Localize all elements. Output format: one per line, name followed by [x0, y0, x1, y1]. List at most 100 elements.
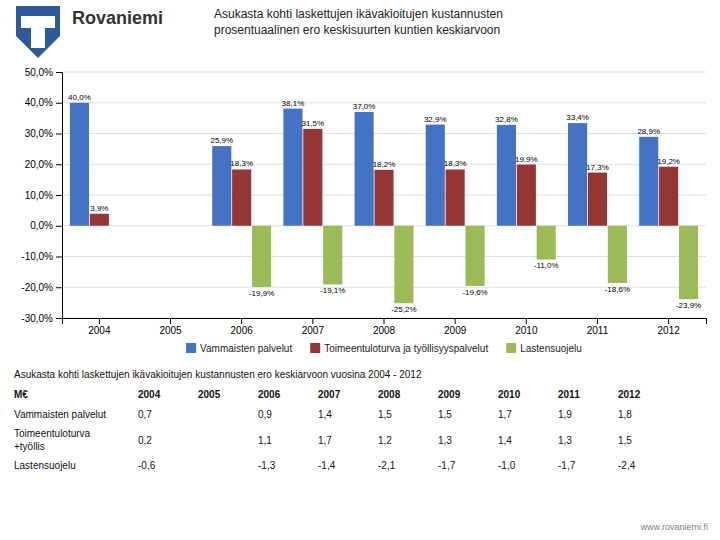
data-label: -19,6% — [462, 288, 487, 297]
table-header: 2004 — [138, 389, 161, 400]
data-label: 38,1% — [282, 99, 305, 108]
x-axis-line — [63, 319, 707, 325]
table-cell: 1,5 — [618, 435, 632, 446]
bar — [497, 125, 516, 226]
y-tick: -30,0% — [21, 313, 62, 324]
data-label: -25,2% — [391, 305, 416, 314]
x-tick-mark — [312, 318, 313, 324]
bar — [426, 125, 445, 226]
data-label: 37,0% — [353, 102, 376, 111]
table-header: 2009 — [438, 389, 461, 400]
table-cell: 1,5 — [378, 409, 392, 420]
y-tick: 30,0% — [25, 128, 62, 139]
bar — [537, 226, 556, 260]
y-tick: -20,0% — [21, 282, 62, 293]
legend-item: Vammaisten palvelut — [186, 343, 292, 354]
legend-swatch — [186, 343, 196, 353]
bar — [639, 137, 658, 226]
y-tick-label: 10,0% — [25, 190, 53, 201]
bar — [303, 129, 322, 226]
table-row-label: +työllis — [14, 441, 45, 452]
data-label: 18,2% — [373, 160, 396, 169]
x-tick-mark — [668, 318, 669, 324]
bar — [568, 123, 587, 226]
bar — [446, 169, 465, 225]
legend-label: Lastensuojelu — [520, 343, 582, 354]
y-tick-label: 40,0% — [25, 97, 53, 108]
logo-shield — [16, 6, 60, 58]
x-tick-label: 2006 — [231, 325, 254, 336]
y-axis: -30,0% -20,0% -10,0% 0,0% 10,0% 20,0% 30,0% 40,… — [21, 67, 62, 324]
y-tick-label: 20,0% — [25, 159, 53, 170]
logo-text: Rovaniemi — [72, 8, 163, 28]
grid-line — [62, 133, 706, 134]
data-label: 31,5% — [301, 119, 324, 128]
legend-item: Toimeentuloturva ja työllisyyspalvelut — [310, 343, 488, 354]
x-tick: 2005 — [159, 318, 182, 336]
bars — [70, 103, 698, 303]
x-tick-label: 2009 — [444, 325, 467, 336]
table-cell: 1,1 — [258, 435, 272, 446]
x-tick-mark — [170, 318, 171, 324]
y-axis-line — [56, 73, 63, 319]
x-tick-mark — [241, 318, 242, 324]
subtitle: Asukasta kohti laskettujen ikävakioituje… — [14, 369, 422, 380]
bar — [355, 112, 374, 226]
legend-label: Vammaisten palvelut — [200, 343, 292, 354]
legend-swatch — [506, 343, 516, 353]
table-header: 2011 — [558, 389, 580, 400]
x-tick: 2008 — [373, 318, 396, 336]
y-tick-mark — [56, 287, 62, 288]
table-cell: 1,3 — [438, 435, 452, 446]
y-tick-label: -10,0% — [21, 251, 53, 262]
bar — [232, 169, 251, 225]
bar — [212, 146, 231, 226]
x-tick: 2011 — [587, 318, 609, 336]
table-cell: 0,7 — [138, 409, 152, 420]
table-cell: 1,2 — [378, 435, 392, 446]
table-row-label: Vammaisten palvelut — [14, 409, 106, 420]
bar — [517, 165, 536, 226]
data-label: 28,9% — [637, 127, 660, 136]
data-label: -19,1% — [320, 286, 345, 295]
table-header: 2012 — [618, 389, 641, 400]
x-tick: 2006 — [231, 318, 254, 336]
y-tick-mark — [56, 164, 62, 165]
y-tick-label: 30,0% — [25, 128, 53, 139]
x-tick: 2010 — [515, 318, 538, 336]
table-cell: 0,2 — [138, 435, 152, 446]
bar — [588, 173, 607, 226]
data-label: -23,9% — [676, 301, 701, 310]
table-header: M€ — [14, 389, 28, 400]
y-tick: 0,0% — [30, 220, 62, 231]
shield-cross — [21, 16, 55, 28]
y-tick-label: 50,0% — [25, 67, 53, 78]
x-tick: 2009 — [444, 318, 467, 336]
bar — [374, 170, 393, 226]
table-cell: 1,4 — [318, 409, 332, 420]
table-cell: 1,4 — [498, 435, 512, 446]
table-cell: -0,6 — [138, 460, 156, 471]
grid-line — [62, 102, 706, 103]
table-cell: -1,3 — [258, 460, 276, 471]
grid — [62, 72, 706, 318]
table-cell: 1,8 — [618, 409, 632, 420]
data-label: -18,6% — [605, 285, 630, 294]
table-cell: 0,9 — [258, 409, 272, 420]
x-tick-label: 2007 — [302, 325, 325, 336]
data-label: 33,4% — [566, 113, 589, 122]
table-row-label: Lastensuojelu — [14, 460, 76, 471]
bar — [283, 109, 302, 226]
table-cell: 1,3 — [558, 435, 572, 446]
y-tick-mark — [56, 103, 62, 104]
bar — [70, 103, 89, 226]
y-tick-label: -20,0% — [21, 282, 53, 293]
x-tick-label: 2011 — [587, 325, 609, 336]
y-tick-label: 0,0% — [30, 220, 53, 231]
x-axis: 200420052006200720082009201020112012 — [63, 318, 707, 336]
website: www.rovaniemi.fi — [639, 522, 708, 532]
y-tick-mark — [56, 72, 62, 73]
y-tick: 20,0% — [25, 159, 62, 170]
y-tick: 40,0% — [25, 97, 62, 108]
bar — [323, 226, 342, 285]
